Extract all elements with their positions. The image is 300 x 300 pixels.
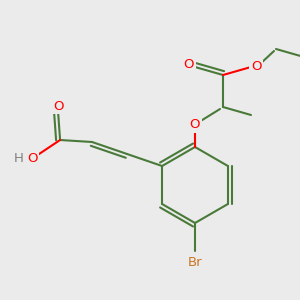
Text: O: O <box>184 58 194 71</box>
Text: Br: Br <box>188 256 202 269</box>
Text: H: H <box>14 152 24 166</box>
Text: O: O <box>251 61 261 74</box>
Text: O: O <box>190 118 200 131</box>
Text: O: O <box>27 152 37 166</box>
Text: O: O <box>53 100 63 112</box>
